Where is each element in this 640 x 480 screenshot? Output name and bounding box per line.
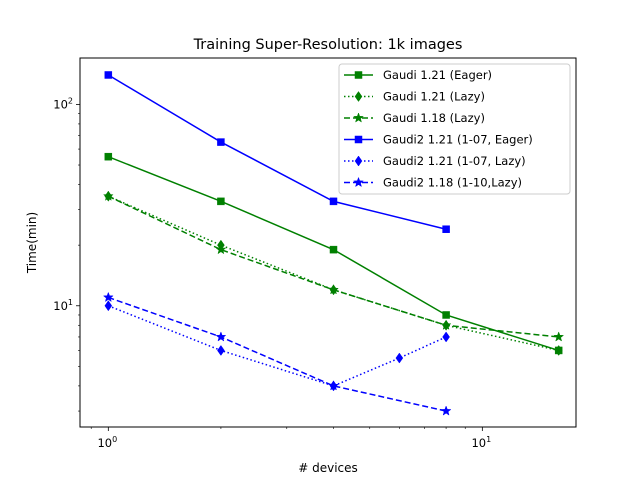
series-line [108, 296, 447, 412]
legend-entry: Gaudi2 1.21 (1-07, Lazy) [344, 154, 526, 168]
series-4 [104, 71, 450, 233]
legend-entry: Gaudi2 1.18 (1-10,Lazy) [344, 176, 522, 190]
legend-marker [354, 155, 363, 167]
x-tick-label: 100 [97, 435, 117, 450]
legend-label: Gaudi 1.21 (Lazy) [383, 90, 485, 104]
data-point [440, 319, 452, 330]
legend-label: Gaudi 1.21 (Eager) [383, 68, 492, 82]
series-line [108, 195, 559, 352]
x-tick-label: 101 [471, 435, 491, 450]
x-axis-label: # devices [298, 461, 358, 475]
data-point [217, 138, 225, 146]
series-line [108, 305, 447, 387]
legend: Gaudi 1.21 (Eager) Gaudi 1.21 (Lazy) Gaudi… [338, 63, 571, 195]
data-point [442, 311, 450, 319]
data-point [215, 331, 227, 342]
data-point [217, 197, 225, 206]
y-tick-label: 101 [53, 298, 73, 313]
data-point [215, 243, 227, 255]
data-point [328, 380, 339, 391]
data-point [217, 345, 225, 356]
data-point [442, 331, 450, 343]
legend-marker [354, 71, 363, 79]
chart-title: Training Super-Resolution: 1k images [193, 37, 463, 53]
legend-entry: Gaudi 1.18 (Lazy) [344, 111, 485, 125]
legend-label: Gaudi2 1.18 (1-10,Lazy) [383, 176, 522, 190]
legend-box [338, 63, 571, 195]
legend-marker [354, 135, 363, 144]
series-line [107, 74, 447, 230]
data-point [104, 71, 113, 79]
data-point [554, 345, 563, 356]
series-3 [102, 190, 565, 342]
data-point [328, 284, 339, 295]
data-point [442, 225, 450, 233]
data-point [102, 291, 114, 303]
legend-entry: Gaudi 1.21 (Eager) [344, 68, 492, 82]
data-point [104, 152, 113, 161]
y-tick-label: 102 [53, 96, 73, 111]
data-point [329, 197, 338, 206]
legend-label: Gaudi2 1.21 (1-07, Lazy) [383, 154, 526, 168]
legend-label: Gaudi 1.18 (Lazy) [383, 111, 485, 125]
axis-ticks: 100 101 101 102 [53, 96, 491, 450]
series-6 [102, 291, 452, 416]
legend-marker [354, 91, 363, 102]
data-point [104, 300, 113, 312]
data-point [553, 331, 565, 342]
plot-frame [79, 57, 577, 428]
data-point [329, 245, 338, 254]
data-point [440, 405, 452, 416]
y-axis-label: Time(min) [25, 212, 39, 274]
data-point [395, 352, 404, 364]
data-point [102, 190, 114, 201]
series-5 [104, 300, 450, 392]
legend-marker [353, 176, 364, 188]
legend-marker [353, 112, 364, 123]
plot-area [102, 71, 565, 416]
legend-entry: Gaudi2 1.21 (1-07, Eager) [344, 133, 533, 147]
legend-entry: Gaudi 1.21 (Lazy) [344, 90, 485, 104]
legend-label: Gaudi2 1.21 (1-07, Eager) [383, 133, 533, 147]
